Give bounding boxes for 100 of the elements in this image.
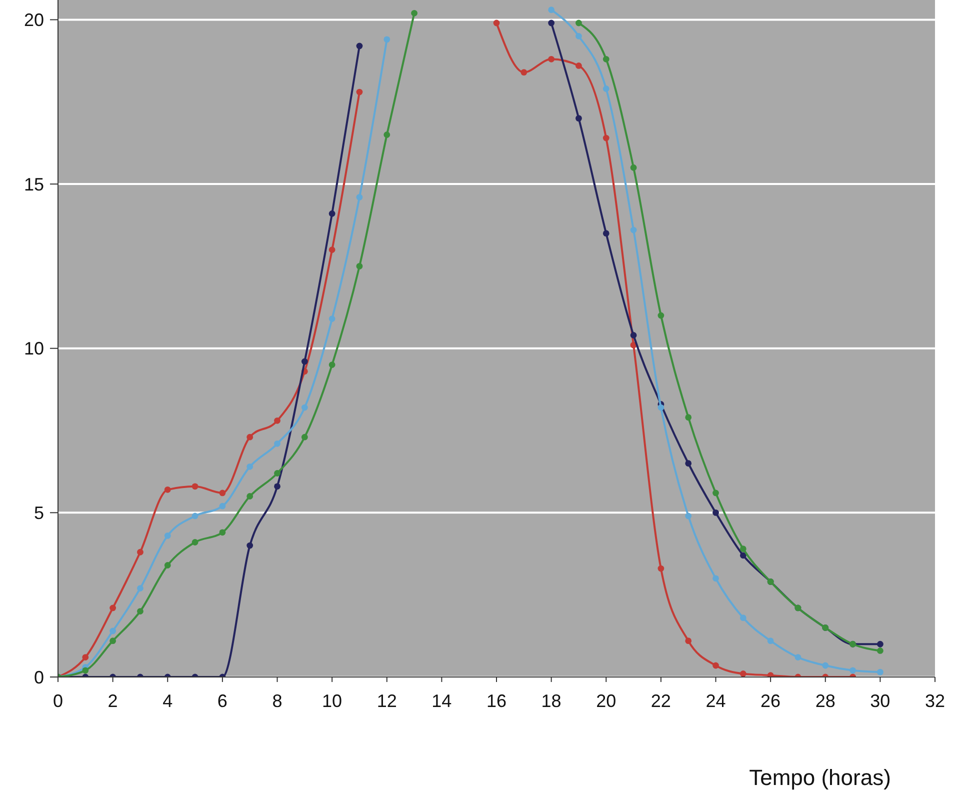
x-tick-label: 20 (596, 691, 616, 711)
point (411, 10, 418, 16)
point (576, 32, 582, 40)
point (110, 638, 116, 644)
point (876, 668, 884, 676)
point (630, 164, 637, 171)
point (356, 263, 363, 270)
point (685, 414, 692, 421)
point (520, 69, 528, 76)
x-tick-label: 18 (541, 691, 562, 711)
point (301, 434, 308, 440)
point (602, 134, 610, 142)
point (850, 667, 856, 674)
x-tick-label: 12 (376, 691, 397, 711)
point (137, 548, 144, 556)
y-tick-label: 5 (34, 502, 44, 523)
point (712, 490, 719, 496)
point (685, 638, 692, 644)
point (301, 404, 308, 411)
point (137, 608, 144, 614)
point (548, 56, 555, 62)
point (384, 132, 390, 138)
point (876, 640, 884, 648)
point (576, 20, 582, 26)
x-tick-label: 16 (486, 691, 507, 711)
point (602, 56, 610, 62)
y-tick-label: 20 (24, 10, 44, 30)
point (356, 194, 363, 200)
point (328, 316, 336, 322)
point (740, 552, 746, 559)
point (82, 667, 89, 674)
point (822, 662, 829, 669)
point (630, 226, 637, 234)
point (164, 532, 171, 539)
point (602, 86, 610, 92)
x-tick-label: 10 (322, 691, 342, 711)
point (576, 115, 582, 122)
point (740, 614, 746, 622)
point (246, 434, 254, 440)
x-tick-label: 22 (650, 691, 671, 711)
y-tick-label: 15 (24, 174, 44, 194)
point (712, 509, 719, 516)
point (192, 483, 198, 490)
point (301, 358, 308, 365)
point (219, 502, 226, 510)
point (356, 42, 363, 50)
point (192, 512, 198, 520)
x-tick-label: 28 (815, 691, 836, 711)
x-tick-label: 26 (760, 691, 781, 711)
point (246, 542, 254, 549)
point (658, 404, 664, 411)
point (164, 486, 171, 493)
point (82, 654, 89, 660)
y-tick-label: 10 (24, 338, 44, 359)
point (246, 493, 254, 500)
point (767, 638, 774, 644)
x-tick-label: 30 (870, 691, 890, 711)
point (876, 648, 884, 654)
point (794, 654, 802, 660)
x-tick-label: 0 (52, 691, 64, 711)
point (685, 460, 692, 467)
point (274, 470, 280, 476)
point (548, 6, 555, 14)
point (328, 210, 336, 217)
point (246, 463, 254, 470)
point (658, 565, 664, 572)
point (658, 312, 664, 319)
x-tick-label: 6 (217, 691, 228, 711)
x-tick-label: 8 (272, 691, 282, 711)
x-tick-label: 14 (432, 691, 452, 711)
point (740, 546, 746, 552)
point (493, 20, 500, 26)
point (548, 20, 555, 26)
point (685, 512, 692, 520)
x-tick-label: 2 (108, 691, 118, 711)
point (274, 440, 280, 447)
x-axis-title: Tempo (horas) (749, 765, 891, 790)
point (740, 670, 746, 677)
point (274, 417, 280, 424)
x-tick-label: 4 (162, 691, 173, 711)
point (712, 575, 719, 582)
point (630, 332, 637, 338)
point (110, 628, 116, 634)
point (384, 36, 390, 43)
point (328, 362, 336, 368)
point (219, 490, 226, 496)
point (137, 585, 144, 592)
point (712, 662, 719, 669)
point (164, 562, 171, 568)
point (356, 88, 363, 96)
x-tick-label: 32 (924, 691, 946, 711)
point (602, 230, 610, 237)
point (110, 604, 116, 612)
point (576, 62, 582, 69)
point (328, 246, 336, 253)
point (274, 483, 280, 490)
x-tick-label: 24 (706, 691, 726, 711)
point (219, 529, 226, 536)
y-tick-label: 0 (34, 667, 44, 688)
point (192, 539, 198, 546)
